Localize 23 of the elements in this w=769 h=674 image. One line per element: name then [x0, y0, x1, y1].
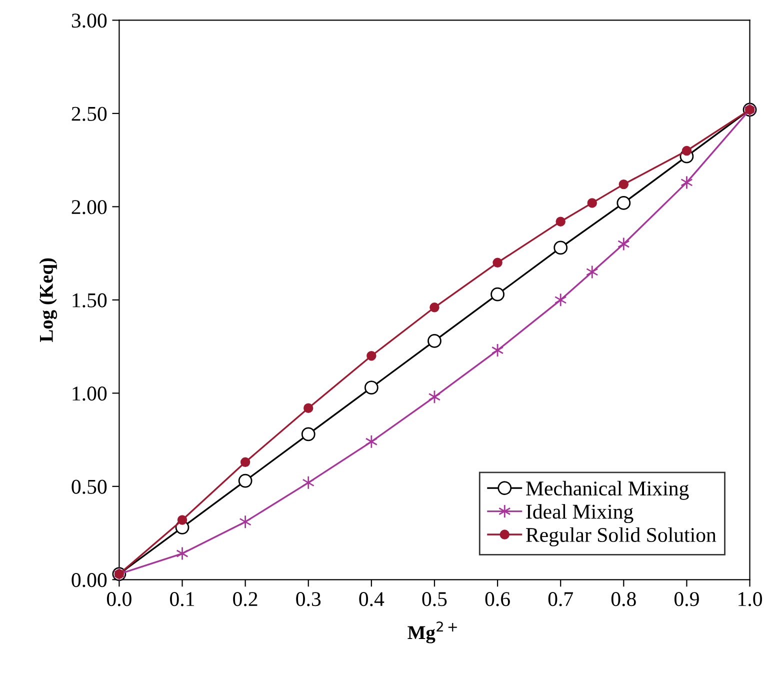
y-tick-label: 1.50: [72, 293, 107, 308]
x-tick-label: 0.4: [359, 592, 384, 606]
x-tick-label: 0.6: [485, 592, 510, 606]
y-axis-title: Log (Keq): [39, 258, 58, 342]
y-tick-label: 2.00: [72, 200, 107, 214]
x-tick-label: 0.8: [611, 592, 636, 606]
x-axis-title: Mg$^{2+}$: [408, 621, 457, 644]
y-tick-label: 2.50: [72, 106, 107, 121]
x-tick-label: 0.1: [170, 592, 194, 606]
y-tick-label: 0.50: [72, 480, 107, 494]
legend-label: Regular Solid Solution: [526, 527, 716, 546]
x-tick-label: 1.0: [738, 592, 762, 606]
x-tick-label: 0.3: [296, 592, 321, 606]
x-tick-label: 0.9: [674, 592, 699, 606]
x-tick-label: 0.7: [548, 592, 574, 606]
x-tick-label: 0.2: [233, 592, 258, 606]
legend-label: Ideal Mixing: [526, 504, 634, 524]
y-tick-label: 3.00: [72, 14, 107, 28]
x-tick-label: 0.5: [422, 592, 447, 606]
y-tick-label: 1.00: [72, 386, 107, 401]
legend-label: Mechanical Mixing: [526, 480, 689, 500]
y-tick-label: 0.00: [72, 573, 107, 588]
x-tick-label: 0.0: [106, 592, 132, 606]
